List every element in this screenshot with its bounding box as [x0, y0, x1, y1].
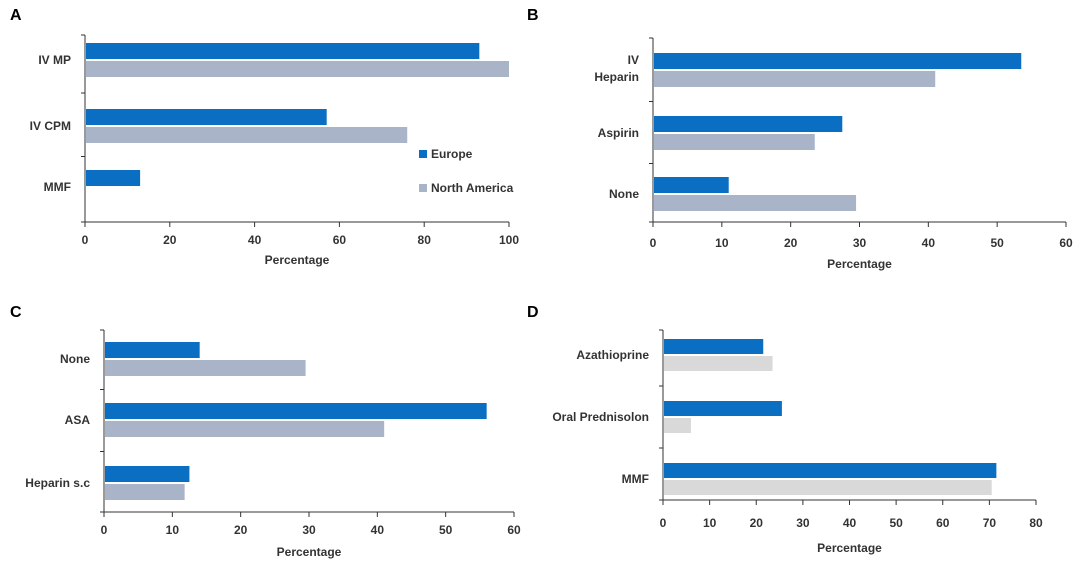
- category-label: None: [609, 187, 639, 201]
- x-tick-label: 60: [936, 516, 950, 530]
- category-label: Oral Prednisolon: [552, 410, 649, 424]
- x-tick-label: 10: [166, 523, 180, 537]
- category-label: Azathioprine: [576, 348, 649, 362]
- category-label: MMF: [622, 472, 649, 486]
- x-tick-label: 30: [796, 516, 810, 530]
- panel-letter-d: D: [527, 304, 539, 321]
- legend-label-north-america: North America: [431, 181, 514, 195]
- bar-north-america-1: [664, 418, 691, 433]
- bar-europe-1: [654, 116, 843, 132]
- x-tick-label: 50: [990, 236, 1004, 250]
- legend-swatch-north-america: [419, 184, 427, 192]
- x-tick-label: 20: [163, 233, 177, 247]
- bar-europe-2: [86, 170, 141, 186]
- x-tick-label: 50: [439, 523, 453, 537]
- bar-europe-1: [86, 109, 327, 125]
- x-tick-label: 100: [499, 233, 519, 247]
- x-tick-label: 10: [703, 516, 717, 530]
- x-tick-label: 20: [784, 236, 798, 250]
- panel-letter-c: C: [10, 304, 22, 321]
- bar-europe-2: [664, 463, 997, 478]
- bar-europe-0: [654, 53, 1022, 69]
- x-tick-label: 40: [248, 233, 262, 247]
- bar-north-america-0: [664, 356, 773, 371]
- category-label: IV MP: [38, 53, 71, 67]
- x-tick-label: 60: [1059, 236, 1073, 250]
- x-axis-title: Percentage: [265, 253, 330, 267]
- bar-north-america-0: [86, 61, 509, 77]
- bar-north-america-1: [105, 421, 385, 437]
- category-label-line: IV: [628, 53, 639, 67]
- x-axis-title: Percentage: [277, 545, 342, 559]
- x-tick-label: 80: [418, 233, 432, 247]
- bar-europe-0: [86, 43, 480, 59]
- bar-europe-0: [105, 342, 200, 358]
- bar-north-america-0: [654, 71, 936, 87]
- x-tick-label: 30: [853, 236, 867, 250]
- x-tick-label: 40: [371, 523, 385, 537]
- bar-europe-1: [664, 401, 782, 416]
- x-tick-label: 40: [843, 516, 857, 530]
- x-tick-label: 20: [234, 523, 248, 537]
- x-tick-label: 80: [1029, 516, 1043, 530]
- x-tick-label: 30: [302, 523, 316, 537]
- bar-europe-1: [105, 403, 487, 419]
- category-label: Heparin s.c: [25, 476, 90, 490]
- legend-label-europe: Europe: [431, 147, 473, 161]
- category-label: MMF: [44, 180, 71, 194]
- x-tick-label: 40: [922, 236, 936, 250]
- x-tick-label: 0: [660, 516, 667, 530]
- x-tick-label: 70: [983, 516, 997, 530]
- legend-swatch-europe: [419, 150, 427, 158]
- x-axis-title: Percentage: [827, 257, 892, 271]
- category-label: IV CPM: [30, 119, 71, 133]
- category-label: IV Heparin: [594, 53, 639, 84]
- panel-letter-a: A: [10, 7, 22, 24]
- x-tick-label: 0: [101, 523, 108, 537]
- bar-north-america-1: [86, 127, 408, 143]
- x-tick-label: 0: [82, 233, 89, 247]
- x-tick-label: 60: [333, 233, 347, 247]
- x-tick-label: 0: [650, 236, 657, 250]
- x-tick-label: 50: [889, 516, 903, 530]
- x-tick-label: 20: [750, 516, 764, 530]
- panel-letter-b: B: [527, 7, 539, 24]
- category-label: None: [60, 352, 90, 366]
- bar-north-america-2: [654, 195, 857, 211]
- bar-europe-2: [105, 466, 190, 482]
- bar-north-america-2: [664, 480, 992, 495]
- x-tick-label: 10: [715, 236, 729, 250]
- x-axis-title: Percentage: [817, 541, 882, 555]
- bar-north-america-0: [105, 360, 306, 376]
- category-label: Aspirin: [598, 126, 639, 140]
- bar-europe-0: [664, 339, 764, 354]
- bar-north-america-1: [654, 134, 815, 150]
- x-tick-label: 60: [507, 523, 521, 537]
- category-label-line: Heparin: [594, 70, 639, 84]
- bar-europe-2: [654, 177, 729, 193]
- bar-north-america-2: [105, 484, 185, 500]
- category-label: ASA: [65, 413, 91, 427]
